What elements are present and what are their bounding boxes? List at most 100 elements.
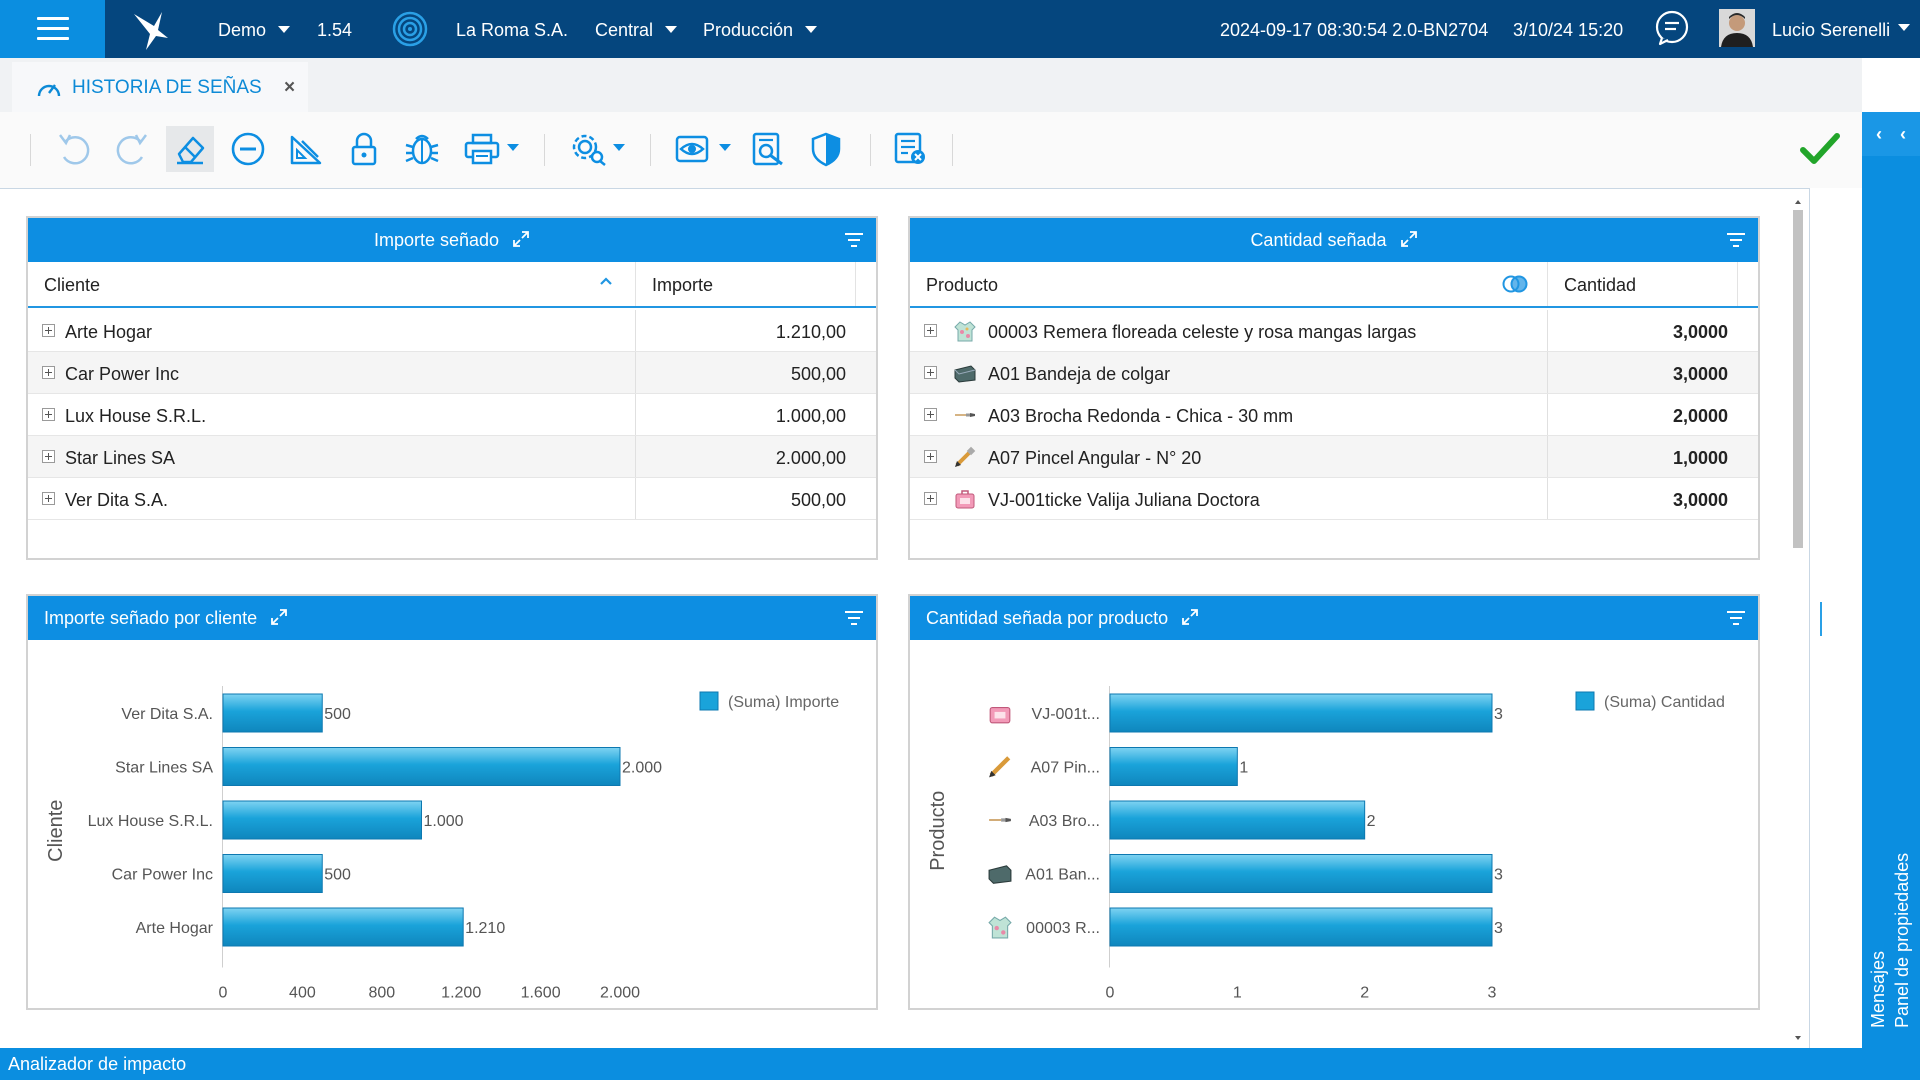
panel-importe-senado: Importe señado Cliente Importe Arte Hoga… xyxy=(26,216,878,560)
lock-button[interactable] xyxy=(340,126,388,172)
filter-icon[interactable] xyxy=(1726,232,1746,248)
ruler-button[interactable] xyxy=(282,126,330,172)
expand-row-icon[interactable] xyxy=(924,450,937,463)
scroll-down-icon[interactable] xyxy=(1795,1036,1801,1040)
table-row[interactable]: Lux House S.R.L. 1.000,00 xyxy=(28,394,876,436)
splitter-handle[interactable] xyxy=(1820,602,1822,636)
toolbar-separator xyxy=(952,134,953,166)
eraser-icon xyxy=(177,136,205,165)
bar-value-label: 1 xyxy=(1239,760,1248,777)
expand-row-icon[interactable] xyxy=(924,408,937,421)
column-header-cliente[interactable]: Cliente xyxy=(28,262,636,306)
expand-row-icon[interactable] xyxy=(42,324,55,337)
toggle-columns-icon[interactable] xyxy=(1501,275,1529,293)
expand-row-icon[interactable] xyxy=(924,366,937,379)
filter-icon[interactable] xyxy=(1726,610,1746,626)
expand-row-icon[interactable] xyxy=(42,366,55,379)
debug-button[interactable] xyxy=(398,126,446,172)
sort-asc-icon[interactable] xyxy=(599,276,613,286)
list-cancel-button[interactable] xyxy=(886,126,934,172)
company-dropdown[interactable]: Demo xyxy=(218,0,291,58)
cell-producto: A01 Bandeja de colgar xyxy=(988,364,1171,384)
chevron-left-icon[interactable]: ‹ xyxy=(1900,124,1906,144)
table-row[interactable]: A03 Brocha Redonda - Chica - 30 mm 2,000… xyxy=(910,394,1758,436)
scrollbar-thumb[interactable] xyxy=(1793,210,1803,548)
view-button[interactable] xyxy=(668,126,738,172)
legend-swatch xyxy=(699,691,719,711)
table-row[interactable]: A07 Pincel Angular - N° 20 1,0000 xyxy=(910,436,1758,478)
cell-cliente: Star Lines SA xyxy=(65,448,176,468)
report-search-button[interactable] xyxy=(744,126,792,172)
branch-dropdown[interactable]: Central xyxy=(595,0,678,58)
vertical-scrollbar[interactable] xyxy=(1792,200,1804,1040)
expand-icon[interactable] xyxy=(512,230,530,248)
scroll-up-icon[interactable] xyxy=(1795,200,1801,204)
expand-icon[interactable] xyxy=(1400,230,1418,248)
menu-button[interactable] xyxy=(0,0,105,58)
bar-value-label: 3 xyxy=(1494,920,1503,937)
bar-value-label: 1.210 xyxy=(465,920,505,937)
chevron-left-icon[interactable]: ‹ xyxy=(1876,124,1882,144)
messages-tab[interactable]: Mensajes xyxy=(1868,950,1888,1028)
column-divider xyxy=(635,310,636,351)
menu-icon xyxy=(36,17,69,41)
impact-analyzer-bar[interactable]: Analizador de impacto xyxy=(0,1048,1862,1080)
suitcase-thumb-icon xyxy=(989,707,1011,724)
print-button[interactable] xyxy=(456,126,526,172)
tab-historia-de-senas[interactable]: HISTORIA DE SEÑAS × xyxy=(12,62,308,112)
expand-row-icon[interactable] xyxy=(42,408,55,421)
eraser-button[interactable] xyxy=(166,126,214,172)
minus-circle-icon xyxy=(231,132,265,166)
column-header-importe[interactable]: Importe xyxy=(636,262,856,306)
redo-button[interactable] xyxy=(108,126,156,172)
chevron-down-icon xyxy=(665,26,678,34)
properties-panel-tab[interactable]: Panel de propiedades xyxy=(1892,852,1912,1028)
tab-label: HISTORIA DE SEÑAS xyxy=(72,77,262,98)
bar-value-label: 500 xyxy=(324,867,351,884)
expand-row-icon[interactable] xyxy=(42,492,55,505)
filter-icon[interactable] xyxy=(844,232,864,248)
expand-row-icon[interactable] xyxy=(42,450,55,463)
avatar[interactable] xyxy=(1719,9,1755,47)
bar-value-label: 3 xyxy=(1494,867,1503,884)
user-name[interactable]: Lucio Serenelli xyxy=(1772,20,1891,40)
table-row[interactable]: VJ-001ticke Valija Juliana Doctora 3,000… xyxy=(910,478,1758,520)
table-row[interactable]: Arte Hogar 1.210,00 xyxy=(28,310,876,352)
organization-label[interactable]: La Roma S.A. xyxy=(456,20,569,40)
table-row[interactable]: A01 Bandeja de colgar 3,0000 xyxy=(910,352,1758,394)
toolbar xyxy=(0,112,1862,188)
environment-label: Producción xyxy=(703,20,794,40)
column-divider xyxy=(1547,436,1548,477)
sidebar-collapse-area: ‹ ‹ xyxy=(1862,112,1920,156)
chevron-down-icon xyxy=(613,144,625,151)
bar-value-label: 1.000 xyxy=(424,813,464,830)
column-label: Cantidad xyxy=(1564,275,1637,295)
shield-button[interactable] xyxy=(802,126,850,172)
column-header-cantidad[interactable]: Cantidad xyxy=(1548,262,1738,306)
filter-icon[interactable] xyxy=(844,610,864,626)
lock-icon xyxy=(351,132,377,166)
x-tick-label: 800 xyxy=(368,985,395,1002)
expand-row-icon[interactable] xyxy=(924,324,937,337)
cell-producto: A03 Brocha Redonda - Chica - 30 mm xyxy=(988,406,1294,426)
check-icon[interactable] xyxy=(1800,132,1840,166)
expand-icon[interactable] xyxy=(270,608,288,626)
settings-button[interactable] xyxy=(562,126,632,172)
chevron-down-icon[interactable] xyxy=(1898,24,1910,31)
table-row[interactable]: Ver Dita S.A. 500,00 xyxy=(28,478,876,520)
cell-cantidad: 3,0000 xyxy=(1672,490,1728,510)
remove-button[interactable] xyxy=(224,126,272,172)
table-row[interactable]: 00003 Remera floreada celeste y rosa man… xyxy=(910,310,1758,352)
chat-icon[interactable] xyxy=(1654,10,1690,46)
environment-dropdown[interactable]: Producción xyxy=(703,0,818,58)
bar xyxy=(222,854,323,893)
expand-row-icon[interactable] xyxy=(924,492,937,505)
undo-button[interactable] xyxy=(50,126,98,172)
column-header-producto[interactable]: Producto xyxy=(910,262,1548,306)
fingerprint-icon[interactable] xyxy=(392,11,428,47)
table-row[interactable]: Star Lines SA 2.000,00 xyxy=(28,436,876,478)
toolbar-separator xyxy=(544,134,545,166)
close-icon[interactable]: × xyxy=(284,77,296,98)
table-row[interactable]: Car Power Inc 500,00 xyxy=(28,352,876,394)
expand-icon[interactable] xyxy=(1181,608,1199,626)
